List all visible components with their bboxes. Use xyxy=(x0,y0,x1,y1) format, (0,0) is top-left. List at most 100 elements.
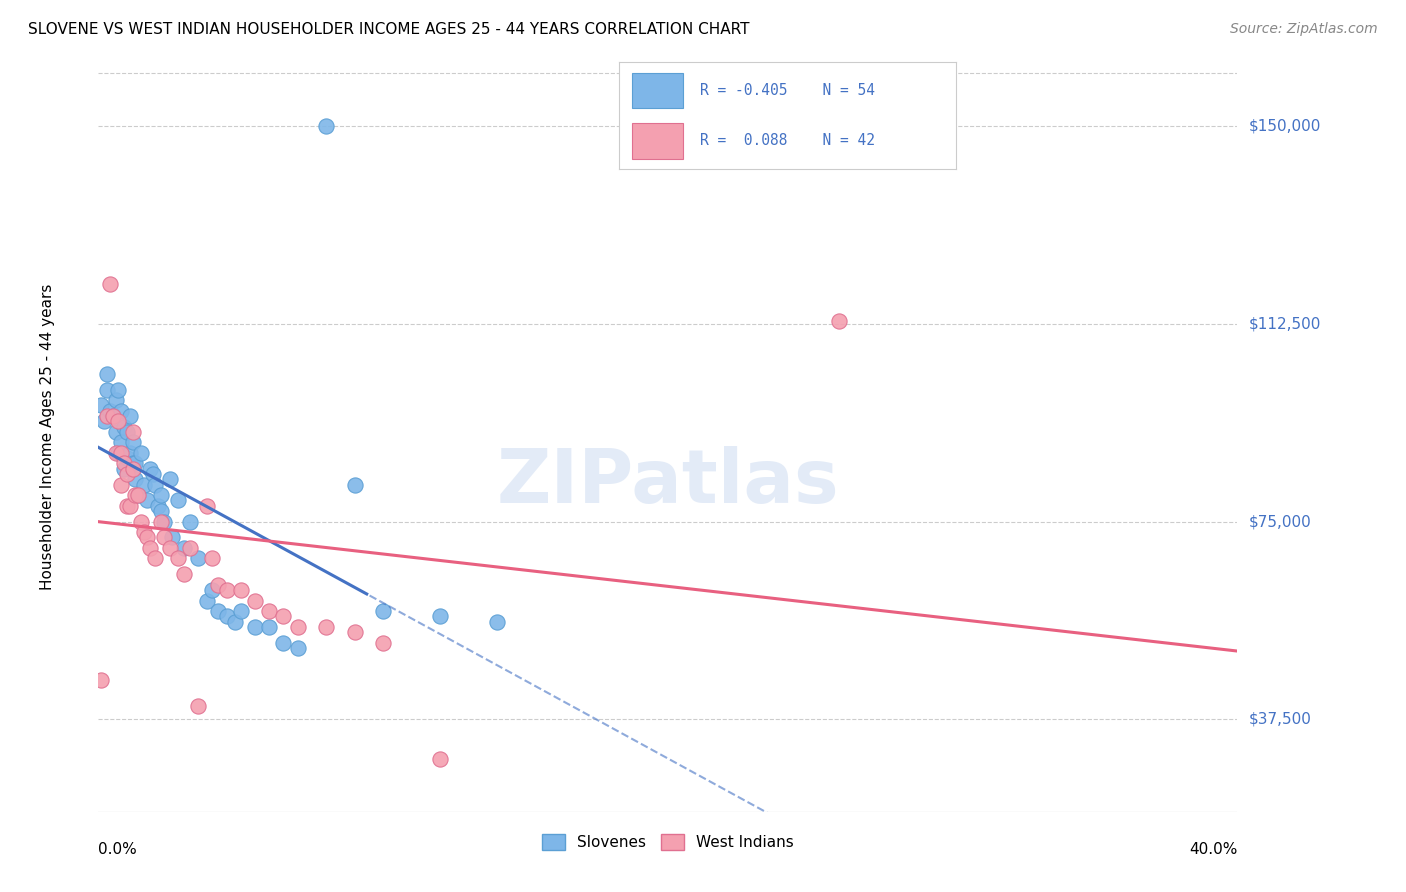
Point xyxy=(215,609,238,624)
Point xyxy=(107,383,129,397)
Point xyxy=(145,477,167,491)
Point xyxy=(179,515,201,529)
Point xyxy=(90,399,112,413)
Point xyxy=(115,467,138,481)
Point xyxy=(167,551,190,566)
Point xyxy=(129,515,152,529)
Point xyxy=(828,314,851,328)
Text: $75,000: $75,000 xyxy=(1249,514,1312,529)
Point xyxy=(127,488,149,502)
Point xyxy=(229,604,252,618)
Point xyxy=(187,551,209,566)
Point xyxy=(138,461,160,475)
Text: $112,500: $112,500 xyxy=(1249,316,1320,331)
Point xyxy=(229,583,252,598)
Point xyxy=(104,425,127,439)
Point xyxy=(132,477,155,491)
Point xyxy=(93,414,115,428)
Point xyxy=(486,615,509,629)
Point xyxy=(112,457,135,471)
Point xyxy=(115,499,138,513)
Text: $37,500: $37,500 xyxy=(1249,712,1312,727)
Point xyxy=(162,530,184,544)
Point xyxy=(115,425,138,439)
Point xyxy=(107,446,129,460)
Point xyxy=(121,425,143,439)
Point xyxy=(201,583,224,598)
Point xyxy=(145,551,167,566)
Point xyxy=(150,515,173,529)
Point xyxy=(115,451,138,466)
Point xyxy=(96,409,118,423)
Point xyxy=(118,409,141,423)
Point xyxy=(101,409,124,423)
Point xyxy=(138,541,160,555)
Point xyxy=(101,409,124,423)
Point xyxy=(135,493,157,508)
Point xyxy=(110,446,132,460)
Point xyxy=(110,403,132,417)
Point xyxy=(121,435,143,450)
Point xyxy=(121,461,143,475)
Point xyxy=(124,457,146,471)
Point xyxy=(343,625,366,640)
Point xyxy=(118,499,141,513)
Point xyxy=(259,620,281,634)
Point xyxy=(343,477,366,491)
Text: Householder Income Ages 25 - 44 years: Householder Income Ages 25 - 44 years xyxy=(39,284,55,591)
Point xyxy=(215,583,238,598)
Point xyxy=(243,593,266,607)
Point xyxy=(148,499,170,513)
Text: 0.0%: 0.0% xyxy=(98,842,138,856)
FancyBboxPatch shape xyxy=(633,73,683,109)
Text: Source: ZipAtlas.com: Source: ZipAtlas.com xyxy=(1230,22,1378,37)
Point xyxy=(429,752,451,766)
Point xyxy=(96,367,118,381)
Point xyxy=(201,551,224,566)
Point xyxy=(187,699,209,714)
Point xyxy=(121,457,143,471)
Point xyxy=(429,609,451,624)
Legend: Slovenes, West Indians: Slovenes, West Indians xyxy=(536,829,800,856)
Point xyxy=(179,541,201,555)
Point xyxy=(110,477,132,491)
Point xyxy=(243,620,266,634)
Point xyxy=(129,446,152,460)
Point xyxy=(104,393,127,408)
Point xyxy=(107,414,129,428)
Point xyxy=(141,467,163,481)
Point xyxy=(159,472,181,486)
Point xyxy=(373,604,395,618)
Point xyxy=(287,620,309,634)
Point xyxy=(118,446,141,460)
Point xyxy=(195,593,218,607)
Point xyxy=(150,504,173,518)
Point xyxy=(195,499,218,513)
Point xyxy=(173,541,195,555)
Point xyxy=(153,515,176,529)
Point xyxy=(373,636,395,650)
Point xyxy=(159,541,181,555)
Point xyxy=(207,604,229,618)
Point xyxy=(110,435,132,450)
Point xyxy=(259,604,281,618)
Point xyxy=(173,567,195,582)
Text: R =  0.088    N = 42: R = 0.088 N = 42 xyxy=(700,133,875,147)
Text: SLOVENE VS WEST INDIAN HOUSEHOLDER INCOME AGES 25 - 44 YEARS CORRELATION CHART: SLOVENE VS WEST INDIAN HOUSEHOLDER INCOM… xyxy=(28,22,749,37)
Text: 40.0%: 40.0% xyxy=(1189,842,1237,856)
Point xyxy=(207,578,229,592)
Text: $150,000: $150,000 xyxy=(1249,119,1320,133)
Point xyxy=(104,446,127,460)
Point xyxy=(135,530,157,544)
Point xyxy=(150,488,173,502)
Point xyxy=(112,419,135,434)
Point xyxy=(315,119,337,133)
Point xyxy=(90,673,112,687)
Point xyxy=(124,488,146,502)
Point xyxy=(112,461,135,475)
Point xyxy=(273,609,295,624)
Point xyxy=(315,620,337,634)
Point xyxy=(98,277,121,291)
Point xyxy=(224,615,246,629)
Point xyxy=(153,530,176,544)
